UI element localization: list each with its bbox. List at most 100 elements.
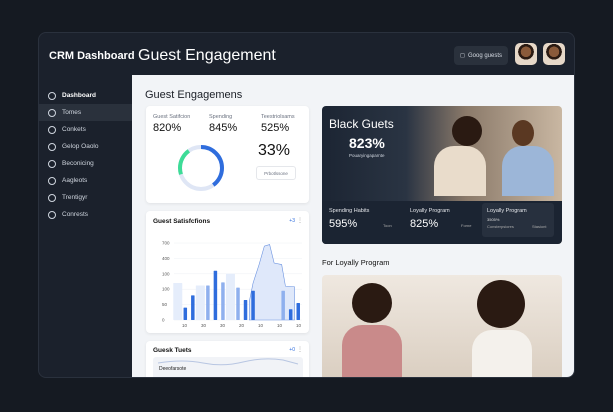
sidebar-item-label: Gelop Oaolo — [62, 143, 99, 150]
shirt-icon: Toon — [383, 223, 392, 228]
sidebar-item-beconicing[interactable]: Beconicing — [39, 155, 132, 172]
y-tick-label: 400 — [162, 256, 170, 261]
stats-button[interactable]: Prbotlssone — [256, 166, 296, 180]
metric-value: 595% — [329, 218, 358, 230]
header: CRM Dashboard Guest Engagement ◻ Goog gue… — [39, 33, 574, 75]
app-window: CRM Dashboard Guest Engagement ◻ Goog gue… — [38, 32, 575, 378]
stat-label: Teestriolsams — [261, 114, 295, 120]
main-content: Guest Engagemens Guest Satifcion 820% Sp… — [132, 75, 574, 377]
sidebar-item-label: Conkets — [62, 126, 86, 133]
more-icon[interactable]: ⋮ — [297, 218, 303, 224]
sidebar-item-label: Trentigyr — [62, 194, 88, 201]
compass-icon — [48, 108, 56, 117]
bar — [213, 270, 218, 320]
settings-icon: Stasiont — [532, 224, 547, 229]
bar — [225, 273, 235, 320]
hero-card: Black Guets 823% Pouaryingaparnte Spendi… — [322, 106, 562, 244]
sidebar-item-label: Aagleots — [62, 177, 88, 184]
stat-label: Spending — [209, 114, 233, 120]
metric-label: Loyally Program — [410, 208, 450, 214]
x-tick-label: 10 — [182, 323, 188, 328]
y-tick-label: 0 — [162, 318, 165, 323]
donut-segment-blue — [178, 145, 224, 191]
y-tick-label: 50 — [162, 302, 168, 307]
trend-title: Guesk Tuets — [153, 347, 192, 354]
chart-badge: +3 — [289, 218, 295, 224]
sidebar-item-tomes[interactable]: Tomes — [39, 104, 132, 121]
avatar[interactable] — [515, 43, 537, 65]
sidebar-item-label: Beconicing — [62, 160, 94, 167]
stats-card: Guest Satifcion 820% Spending 845% Teest… — [146, 106, 309, 203]
user-button[interactable]: ◻ Goog guests — [454, 46, 508, 65]
link-icon — [48, 176, 56, 185]
trend-badge: +0 — [289, 347, 295, 353]
sidebar-item-conrests[interactable]: Conrests — [39, 206, 132, 223]
trend-chart: Deeofarsote — [153, 357, 303, 377]
bar — [183, 307, 188, 320]
hero-value: 823% — [349, 135, 385, 151]
sidebar-item-label: Tomes — [62, 109, 82, 116]
bar — [221, 282, 225, 320]
sidebar-item-dashboard[interactable]: Dashboard — [39, 87, 132, 104]
bar — [206, 285, 210, 320]
y-tick-label: 100 — [162, 287, 170, 292]
bar — [191, 295, 195, 320]
sidebar-item-label: Dashboard — [62, 92, 96, 99]
calendar-icon — [48, 125, 56, 134]
section-heading: Guest Engagemens — [145, 89, 243, 101]
bar — [251, 290, 255, 320]
bar — [288, 309, 293, 320]
copyright-icon — [48, 193, 56, 202]
metric-label: Spending Habits — [329, 208, 370, 214]
avatar[interactable] — [543, 43, 565, 65]
metric-sub: Consterpsiores — [487, 224, 514, 229]
bar — [173, 283, 183, 320]
trend-sub: Deeofarsote — [159, 366, 187, 372]
x-tick-label: 10 — [277, 323, 283, 328]
x-tick-label: 20 — [239, 323, 245, 328]
stat-value: 845% — [209, 122, 238, 134]
bar — [281, 290, 285, 320]
donut-segment-green — [178, 145, 224, 191]
trend-card: Guesk Tuets +0 ⋮ Deeofarsote — [146, 341, 309, 377]
metric-label: Loyally Program — [487, 208, 527, 214]
sidebar-item-conkets[interactable]: Conkets — [39, 121, 132, 138]
bar — [243, 299, 248, 320]
loyalty-heading: For Loyally Program — [322, 258, 390, 267]
chart-title: Guest Satisfcfions — [153, 218, 211, 225]
brand: CRM Dashboard — [49, 50, 135, 62]
hero-metrics: Spending Habits 595% Toon Loyally Progra… — [322, 201, 562, 244]
help-icon — [48, 210, 56, 219]
donut-chart — [178, 145, 224, 191]
user-icon — [48, 91, 56, 100]
target-icon — [48, 142, 56, 151]
bar-chart: 0 50 100 100 400 700 10 30 30 20 10 10 10 — [162, 241, 302, 328]
metric-value: 3505% — [487, 217, 500, 222]
sidebar-item-trentigyr[interactable]: Trentigyr — [39, 189, 132, 206]
guest-photo — [452, 116, 482, 146]
x-tick-label: 10 — [258, 323, 264, 328]
y-tick-label: 100 — [162, 271, 170, 276]
page-title: Guest Engagement — [138, 47, 276, 64]
chart-card: Guest Satisfcfions +3 ⋮ 0 50 100 100 400 700 1… — [146, 211, 309, 333]
more-icon[interactable]: ⋮ — [297, 347, 303, 353]
bar — [236, 287, 240, 320]
stat-value: 820% — [153, 122, 182, 134]
area-series — [248, 244, 295, 321]
big-stat: 33% — [258, 142, 291, 159]
hero-title: Black Guets — [329, 117, 394, 131]
loyalty-tile[interactable]: Loyally Program 3505% Consterpsiores Sta… — [482, 203, 554, 237]
sidebar-item-gelop-oaolo[interactable]: Gelop Oaolo — [39, 138, 132, 155]
book-icon: Forne — [461, 223, 472, 228]
loyalty-photo — [322, 275, 562, 377]
bar — [296, 303, 300, 320]
x-tick-label: 30 — [201, 323, 207, 328]
user-icon: ◻ — [460, 53, 465, 59]
stat-label: Guest Satifcion — [153, 114, 191, 120]
sidebar-item-aagleots[interactable]: Aagleots — [39, 172, 132, 189]
metric-value: 825% — [410, 218, 439, 230]
bar — [195, 285, 205, 320]
hero-sub: Pouaryingaparnte — [349, 153, 385, 158]
stat-value: 525% — [261, 122, 290, 134]
y-tick-label: 700 — [162, 241, 170, 246]
